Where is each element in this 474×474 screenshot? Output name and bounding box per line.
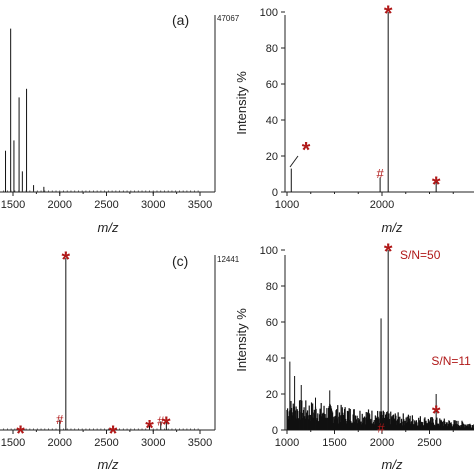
peak-marker-star: * — [16, 421, 25, 446]
x-tick-label: 1500 — [1, 437, 25, 449]
y-tick-label: 20 — [266, 151, 278, 163]
peak-marker-hash: # — [376, 166, 384, 181]
y-axis-label-b: Intensity % — [234, 71, 249, 135]
panel-d: 1000 1500 2000 2500 0 20 40 60 80 100 * # * S/N=50 S/… — [234, 239, 474, 472]
x-axis-label-c: m/z — [98, 457, 119, 472]
y-tick-label: 0 — [272, 425, 278, 437]
peak-marker-star: * — [384, 239, 393, 264]
axis-ticks-d: 1000 1500 2000 2500 0 20 40 60 80 100 — [260, 245, 454, 449]
peak-marker-hash: # — [157, 414, 165, 429]
annotation-arrow — [289, 155, 299, 168]
x-ticks-a: 1500 2000 2500 3000 3500 — [1, 192, 212, 211]
panel-c: 1500 2000 2500 3000 3500 *#** * #* (c) 12441 m… — [0, 247, 240, 472]
panel-b: 1000 2000 0 20 40 60 80 100 * # * * Intensity % m/… — [234, 1, 474, 235]
x-ticks-c: 1500 2000 2500 3000 3500 — [1, 430, 212, 449]
x-tick-label: 2500 — [94, 437, 118, 449]
peak-marker-hash: # — [377, 420, 385, 435]
x-tick-label: 2000 — [48, 437, 72, 449]
peak-marker-star: * — [145, 416, 154, 441]
markers-b: * # * * — [289, 1, 441, 197]
y-tick-label: 100 — [260, 7, 278, 19]
max-intensity-a: 47067 — [217, 14, 240, 23]
spectrum-peaks-a — [3, 28, 199, 192]
panel-label-a: (a) — [172, 12, 189, 28]
markers-c: *#** * #* — [16, 247, 171, 446]
peak-marker-star: * — [302, 138, 311, 163]
x-axis-label-d: m/z — [382, 457, 403, 472]
panel-label-c: (c) — [172, 253, 188, 269]
max-intensity-c: 12441 — [217, 255, 240, 264]
axis-ticks-b: 1000 2000 0 20 40 60 80 100 — [260, 7, 454, 211]
peak-marker-hash: # — [56, 412, 64, 427]
peak-marker-star: * — [62, 247, 71, 272]
x-tick-label: 1500 — [1, 199, 25, 211]
y-tick-label: 0 — [272, 187, 278, 199]
x-axis-label-a: m/z — [98, 220, 119, 235]
signal-to-noise-label: S/N=50 — [400, 248, 441, 262]
spectrum-peaks-c — [3, 258, 199, 430]
y-tick-label: 60 — [266, 79, 278, 91]
x-tick-label: 2000 — [48, 199, 72, 211]
y-tick-label: 80 — [266, 43, 278, 55]
y-tick-label: 100 — [260, 245, 278, 257]
panel-a: 1500 2000 2500 3000 3500 (a) 47067 m/z — [0, 12, 240, 235]
x-tick-label: 2500 — [417, 437, 441, 449]
y-tick-label: 80 — [266, 281, 278, 293]
signal-to-noise-label: S/N=11 — [431, 354, 471, 368]
y-tick-label: 40 — [266, 353, 278, 365]
x-tick-label: 2500 — [94, 199, 118, 211]
spectrum-peaks-b — [290, 12, 437, 192]
x-tick-label: 3500 — [188, 199, 212, 211]
x-axis-label-b: m/z — [382, 220, 403, 235]
x-tick-label: 1000 — [275, 199, 299, 211]
y-axis-label-d: Intensity % — [234, 308, 249, 372]
y-tick-label: 20 — [266, 389, 278, 401]
y-tick-label: 60 — [266, 317, 278, 329]
peak-marker-star: * — [432, 401, 441, 426]
x-tick-label: 3500 — [188, 437, 212, 449]
x-tick-label: 1000 — [275, 437, 299, 449]
peak-marker-star: * — [432, 172, 441, 197]
x-tick-label: 1500 — [322, 437, 346, 449]
markers-d: * # * S/N=50 S/N=11 — [377, 239, 471, 436]
peak-marker-star: * — [162, 412, 171, 437]
peak-marker-star: * — [384, 1, 393, 26]
x-tick-label: 3000 — [141, 199, 165, 211]
peak-marker-star: * — [109, 421, 118, 446]
x-tick-label: 2000 — [370, 437, 394, 449]
noise-baseline-d — [286, 400, 474, 430]
spectrum-peaks-d — [289, 250, 437, 430]
y-tick-label: 40 — [266, 115, 278, 127]
x-tick-label: 2000 — [370, 199, 394, 211]
x-tick-label: 3000 — [141, 437, 165, 449]
